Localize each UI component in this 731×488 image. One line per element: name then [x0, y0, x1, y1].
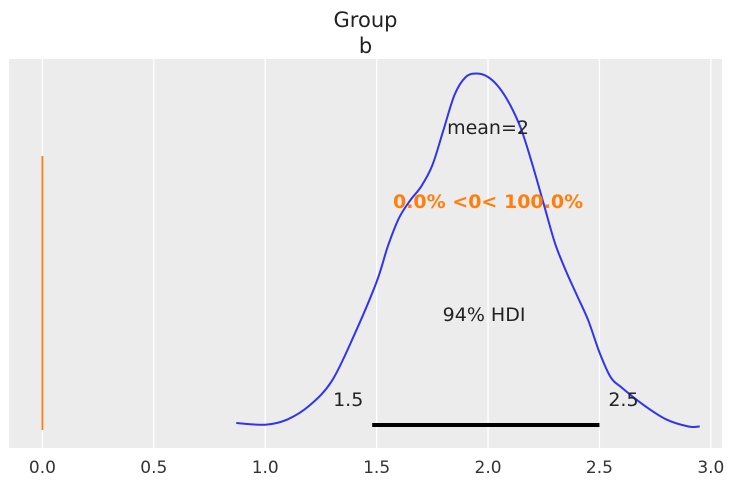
x-tick-label: 3.0 [697, 458, 724, 478]
hdi-upper-label: 2.5 [608, 389, 638, 411]
hdi-lower-label: 1.5 [333, 389, 363, 411]
x-tick-label: 2.5 [586, 458, 613, 478]
chart-title-line-1: Group [333, 8, 398, 32]
x-axis: 0.0 0.5 1.0 1.5 2.0 2.5 3.0 [29, 458, 724, 478]
chart-title-line-2: b [358, 34, 373, 58]
x-tick-label: 0.0 [29, 458, 56, 478]
x-tick-label: 1.5 [363, 458, 390, 478]
mean-label: mean=2 [447, 117, 529, 139]
x-tick-label: 2.0 [475, 458, 502, 478]
plot-area [9, 59, 722, 448]
x-tick-label: 0.5 [140, 458, 167, 478]
reference-percent-label: 0.0% <0< 100.0% [393, 191, 583, 213]
x-tick-label: 1.0 [252, 458, 279, 478]
density-curve [236, 72, 700, 428]
hdi-probability-label: 94% HDI [443, 304, 526, 326]
